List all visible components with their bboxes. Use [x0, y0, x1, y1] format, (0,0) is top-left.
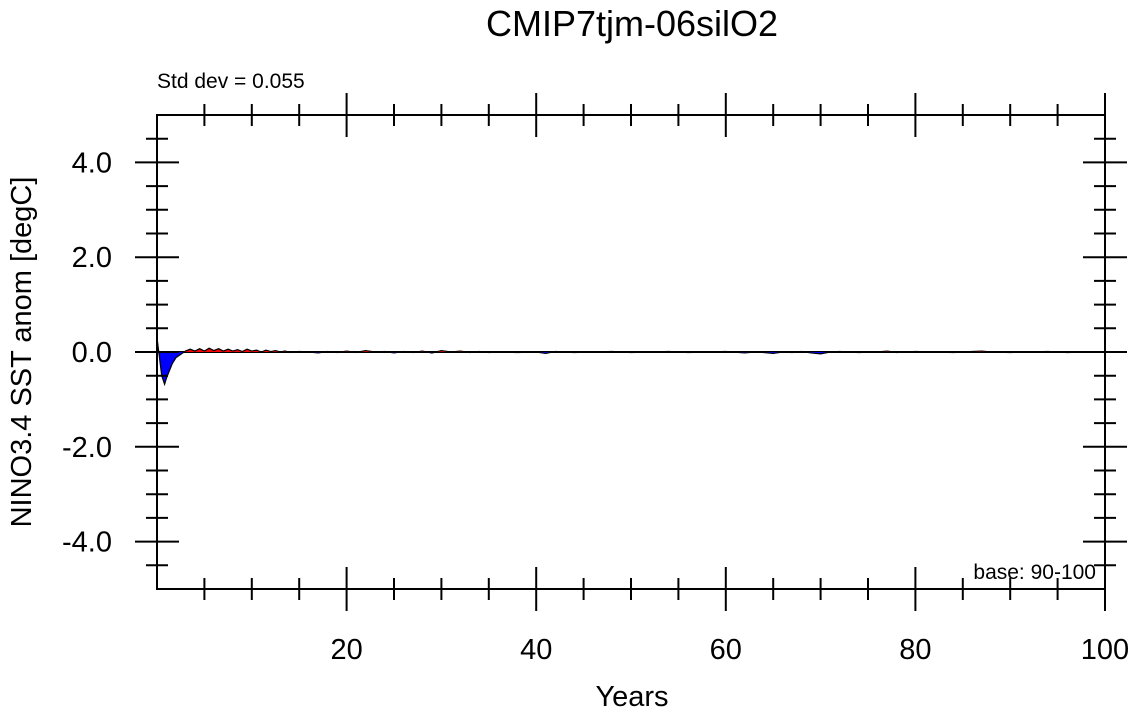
y-tick-label: -2.0 — [62, 432, 112, 464]
x-tick-label: 40 — [520, 634, 552, 666]
plot-frame — [156, 114, 1106, 590]
x-tick-label: 80 — [899, 634, 931, 666]
y-tick-label: 4.0 — [72, 147, 112, 179]
x-tick-label: 100 — [1081, 634, 1129, 666]
y-tick-label: -4.0 — [62, 527, 112, 559]
x-tick-label: 20 — [330, 634, 362, 666]
chart-title: CMIP7tjm-06silO2 — [486, 3, 778, 44]
y-tick-label: 2.0 — [72, 242, 112, 274]
x-axis-label: Years — [595, 681, 668, 713]
x-tick-label: 60 — [710, 634, 742, 666]
std-dev-annotation: Std dev = 0.055 — [157, 70, 305, 93]
axis-tick-labels: 20 40 60 80 100 4.0 2.0 0.0 -2.0 -4.0 — [62, 147, 1129, 666]
anomaly-series-line — [156, 337, 1105, 387]
y-tick-label: 0.0 — [72, 337, 112, 369]
base-annotation: base: 90-100 — [973, 561, 1096, 584]
anomaly-fills — [156, 337, 1105, 387]
y-axis-label: NINO3.4 SST anom [degC] — [6, 177, 38, 528]
